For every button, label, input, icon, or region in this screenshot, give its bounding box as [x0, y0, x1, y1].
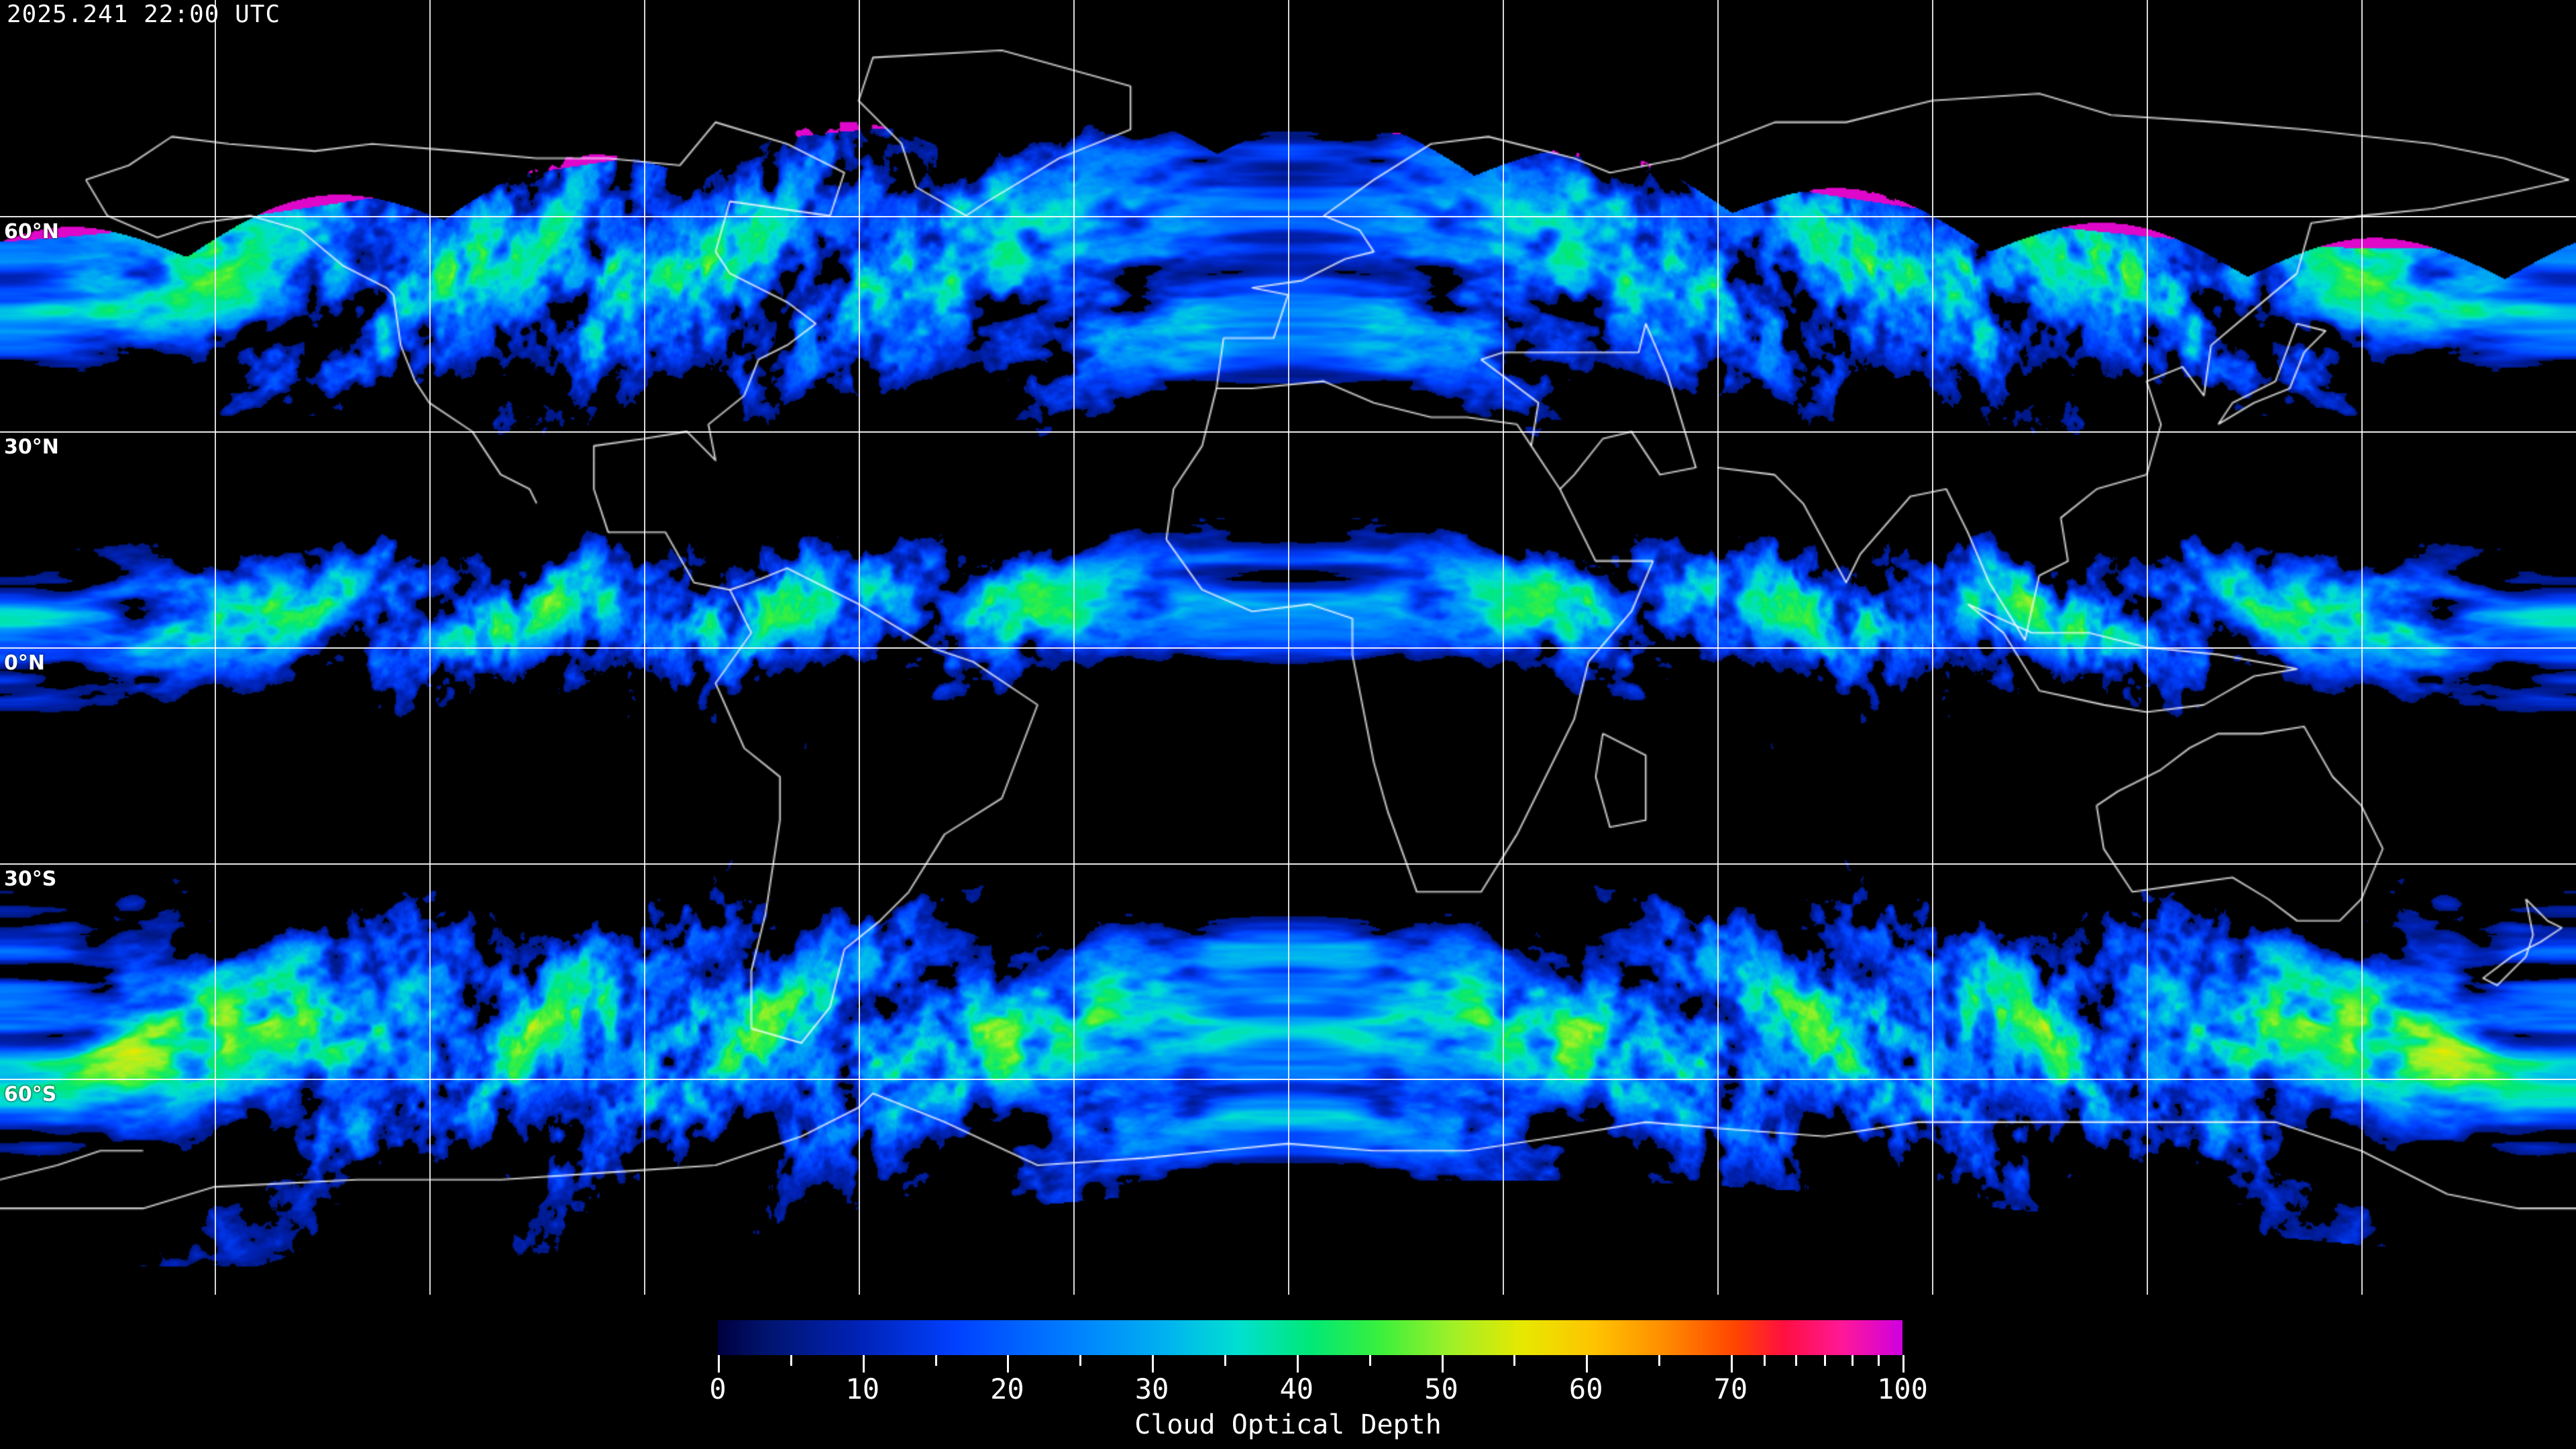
colorbar-tick-label: 100 [1877, 1373, 1928, 1405]
latitude-label: 60°N [4, 219, 59, 244]
colorbar-block: 0 10 20 30 40 50 60 70 100 Cloud Optical Depth [0, 1295, 2576, 1449]
colorbar-major-tick [862, 1355, 865, 1373]
colorbar-minor-tick [1878, 1355, 1880, 1366]
colorbar-minor-tick [1224, 1355, 1226, 1366]
colorbar-major-tick [1296, 1355, 1299, 1373]
colorbar-minor-tick [1794, 1355, 1797, 1366]
colorbar-minor-tick [1513, 1355, 1516, 1366]
colorbar-major-tick [1902, 1355, 1904, 1373]
colorbar-tick-label: 20 [990, 1373, 1024, 1405]
colorbar-major-tick [1007, 1355, 1010, 1373]
colorbar-major-tick [718, 1355, 720, 1373]
latitude-label: 30°S [4, 867, 57, 891]
latitude-label: 0°N [4, 651, 45, 675]
colorbar-minor-tick [790, 1355, 792, 1366]
colorbar-major-tick [1441, 1355, 1444, 1373]
colorbar-minor-tick [1764, 1355, 1766, 1366]
latitude-label: 30°N [4, 435, 59, 460]
parallel-line [0, 863, 2576, 865]
colorbar-tick-label: 30 [1134, 1373, 1169, 1405]
colorbar-minor-tick [1658, 1355, 1661, 1366]
latitude-label: 60°S [4, 1083, 57, 1107]
map-region: 60°N 30°N 0°N 30°S 60°S [0, 0, 2576, 1295]
colorbar-tick-label: 70 [1713, 1373, 1748, 1405]
colorbar-tick-label: 50 [1424, 1373, 1458, 1405]
colorbar-minor-tick [1368, 1355, 1371, 1366]
colorbar-major-tick [1586, 1355, 1589, 1373]
colorbar-major-tick [1730, 1355, 1733, 1373]
colorbar-major-tick [1152, 1355, 1155, 1373]
colorbar-minor-tick [1824, 1355, 1827, 1366]
colorbar-title: Cloud Optical Depth [1134, 1409, 1442, 1440]
parallel-line [0, 431, 2576, 433]
colorbar-tick-label: 40 [1279, 1373, 1314, 1405]
colorbar-minor-tick [1851, 1355, 1854, 1366]
colorbar-gradient [718, 1320, 1902, 1355]
timestamp-label: 2025.241 22:00 UTC [7, 1, 281, 28]
parallel-line [0, 647, 2576, 649]
colorbar-minor-tick [1079, 1355, 1082, 1366]
colorbar-tick-label: 0 [709, 1373, 727, 1405]
parallel-line [0, 215, 2576, 217]
colorbar-tick-label: 10 [845, 1373, 879, 1405]
colorbar-minor-tick [934, 1355, 937, 1366]
colorbar-tick-layer [0, 1355, 2576, 1375]
colorbar-tick-label: 60 [1568, 1373, 1603, 1405]
parallel-line [0, 1079, 2576, 1081]
